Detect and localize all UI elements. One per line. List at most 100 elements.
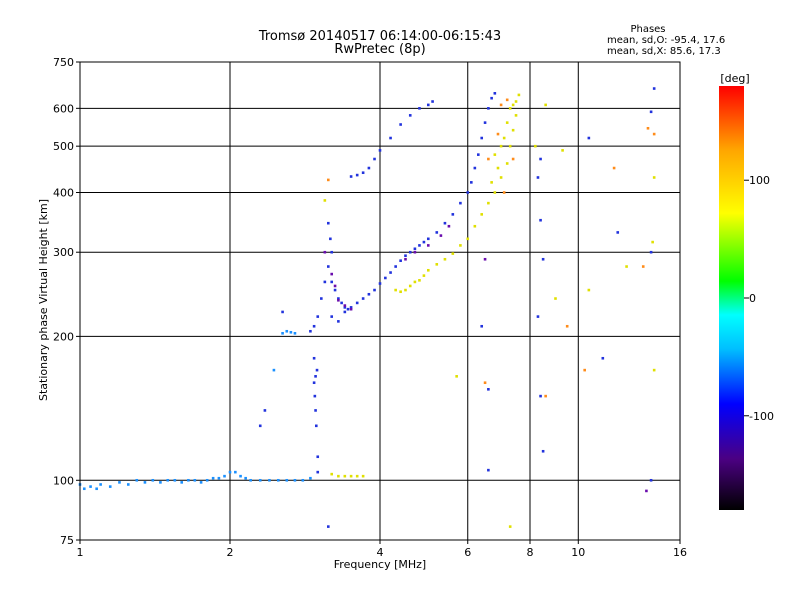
data-point — [435, 263, 439, 266]
data-point — [239, 474, 242, 478]
data-point — [166, 478, 170, 482]
data-point — [330, 280, 334, 284]
data-point — [408, 114, 412, 117]
data-point — [447, 224, 451, 228]
data-point — [180, 481, 184, 484]
data-point — [361, 297, 365, 300]
data-point — [389, 136, 392, 140]
data-point — [118, 481, 121, 484]
y-axis-label: Stationary phase Virtual Height [km] — [37, 199, 50, 401]
data-point — [337, 474, 340, 478]
data-point — [343, 474, 347, 478]
data-point — [480, 324, 484, 328]
data-point — [309, 329, 312, 333]
data-point — [408, 284, 412, 288]
data-point — [473, 166, 477, 170]
y-tick-label: 300 — [53, 246, 74, 259]
data-point — [327, 178, 330, 182]
data-point — [199, 481, 203, 484]
data-point — [470, 181, 473, 184]
data-point — [337, 320, 340, 323]
data-point — [511, 157, 515, 161]
data-point — [143, 481, 147, 484]
data-point — [493, 92, 497, 95]
data-point — [418, 244, 421, 247]
data-point — [480, 136, 484, 140]
data-point — [205, 478, 209, 482]
data-point — [587, 136, 591, 140]
data-point — [499, 176, 503, 179]
data-point — [541, 257, 545, 261]
data-point — [309, 476, 312, 480]
data-point — [649, 478, 653, 482]
data-point — [244, 476, 247, 480]
data-point — [451, 213, 455, 216]
data-point — [258, 424, 262, 428]
data-point — [329, 237, 332, 241]
data-point — [459, 201, 462, 205]
data-point — [361, 171, 365, 175]
data-point — [272, 368, 276, 372]
data-point — [346, 307, 350, 311]
data-point — [502, 136, 506, 140]
data-point — [649, 250, 653, 254]
data-point — [536, 315, 540, 318]
data-point — [173, 478, 177, 482]
data-point — [301, 478, 305, 482]
data-point — [289, 330, 293, 334]
x-tick-label: 4 — [377, 546, 384, 559]
data-point — [394, 265, 397, 268]
data-point — [493, 153, 497, 156]
data-point — [281, 310, 284, 314]
data-point — [187, 478, 190, 482]
data-point — [276, 478, 280, 482]
data-point — [487, 107, 490, 110]
x-axis-label: Frequency [MHz] — [334, 558, 426, 571]
data-point — [651, 240, 654, 244]
data-point — [281, 331, 284, 335]
data-point — [544, 103, 547, 107]
data-point — [323, 199, 327, 202]
data-point — [263, 409, 267, 412]
data-point — [355, 301, 359, 305]
data-point — [477, 153, 480, 156]
colorbar-ticks: 100 0 -100 — [744, 174, 774, 423]
data-point — [426, 268, 430, 272]
y-tick-label: 400 — [53, 186, 74, 199]
data-point — [431, 100, 434, 103]
data-point — [652, 176, 656, 179]
chart-title: Tromsø 20140517 06:14:00-06:15:43 — [258, 29, 501, 44]
data-point — [439, 234, 443, 237]
data-point — [499, 144, 503, 148]
y-tick-label: 100 — [53, 474, 74, 487]
data-point — [312, 381, 316, 385]
data-points — [78, 87, 656, 528]
data-point — [496, 166, 500, 170]
data-point — [422, 240, 426, 244]
data-point — [323, 250, 327, 254]
data-point — [268, 478, 271, 482]
data-point — [534, 144, 537, 148]
data-point — [211, 476, 215, 480]
data-point — [625, 265, 628, 268]
data-point — [337, 297, 340, 300]
data-point — [327, 221, 330, 225]
data-point — [343, 306, 347, 309]
y-tick-label: 600 — [53, 102, 74, 115]
data-point — [480, 213, 484, 216]
data-point — [536, 176, 540, 179]
data-point — [217, 476, 221, 480]
data-point — [511, 128, 515, 132]
data-point — [645, 489, 648, 493]
data-point — [554, 297, 557, 300]
data-point — [413, 250, 417, 254]
data-point — [349, 307, 353, 311]
data-point — [496, 132, 500, 136]
data-point — [228, 470, 232, 474]
data-point — [404, 254, 407, 258]
data-point — [399, 259, 402, 262]
colorbar-tick-label: 0 — [749, 292, 756, 305]
data-point — [499, 103, 503, 107]
data-point — [394, 288, 397, 292]
